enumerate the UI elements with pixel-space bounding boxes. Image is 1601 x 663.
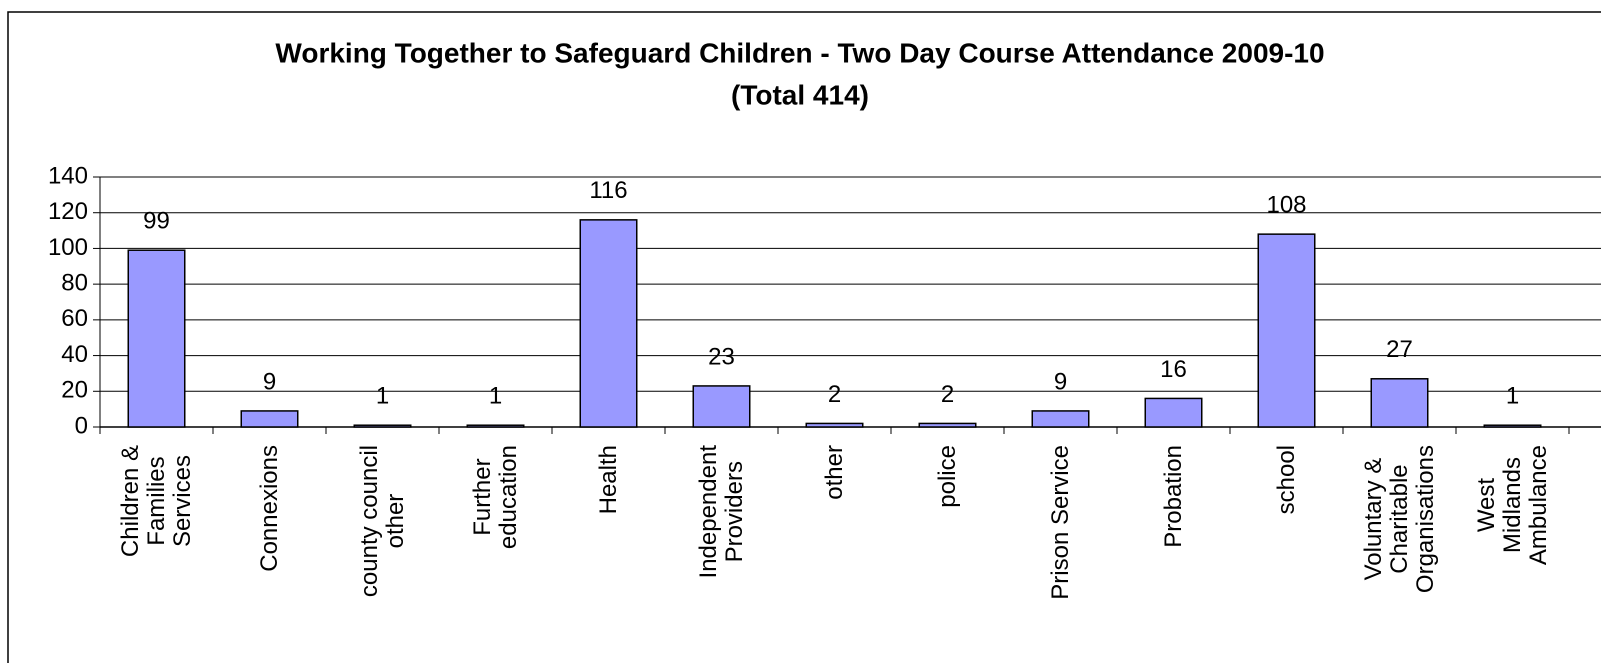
x-tick-label: police — [933, 445, 961, 508]
value-label: 1 — [489, 383, 502, 410]
y-tick-label: 60 — [61, 305, 88, 332]
value-label: 2 — [828, 381, 841, 408]
y-tick-label: 20 — [61, 377, 88, 404]
value-label: 1 — [376, 383, 389, 410]
y-tick-label: 140 — [48, 162, 88, 189]
x-tick-label: other — [820, 445, 848, 500]
bar — [918, 422, 977, 428]
y-tick-label: 120 — [48, 198, 88, 225]
x-tick-label: Probation — [1159, 445, 1187, 548]
value-label: 23 — [708, 343, 735, 370]
x-tick-label: school — [1272, 445, 1300, 515]
bar — [1483, 424, 1542, 428]
x-tick-label: Health — [594, 445, 622, 515]
chart-subtitle: (Total 414) — [731, 79, 869, 110]
bar — [1370, 378, 1429, 428]
bar — [805, 422, 864, 428]
bar — [1257, 233, 1316, 428]
y-tick-label: 80 — [61, 269, 88, 296]
x-tick-label: Children & Families Services — [116, 445, 196, 558]
x-tick-label: Further education — [468, 445, 522, 550]
x-tick-label: West Midlands Ambulance — [1472, 445, 1552, 566]
bar — [1144, 397, 1203, 428]
bar — [466, 424, 525, 428]
x-tick-label: Voluntary & Charitable Organisations — [1359, 445, 1439, 594]
value-label: 108 — [1266, 191, 1306, 218]
value-label: 2 — [941, 381, 954, 408]
value-label: 1 — [1506, 383, 1519, 410]
bar — [579, 219, 638, 428]
x-tick-label: Connexions — [255, 445, 283, 572]
y-tick-label: 40 — [61, 341, 88, 368]
value-label: 9 — [1054, 368, 1067, 395]
y-tick-label: 100 — [48, 234, 88, 261]
value-label: 16 — [1160, 356, 1187, 383]
x-tick-label: Independent Providers — [694, 445, 748, 579]
bar — [692, 385, 751, 428]
x-tick-label: Prison Service — [1046, 445, 1074, 600]
bar — [1031, 410, 1090, 428]
bar — [353, 424, 412, 428]
y-tick-label: 0 — [75, 412, 88, 439]
bar — [127, 249, 186, 428]
value-label: 9 — [263, 368, 276, 395]
bar — [240, 410, 299, 428]
chart-title: Working Together to Safeguard Children -… — [275, 37, 1324, 68]
value-label: 99 — [143, 208, 170, 235]
value-label: 116 — [589, 177, 627, 204]
x-tick-label: county council other — [355, 445, 409, 598]
value-label: 27 — [1386, 336, 1413, 363]
chart-frame — [7, 11, 1601, 663]
